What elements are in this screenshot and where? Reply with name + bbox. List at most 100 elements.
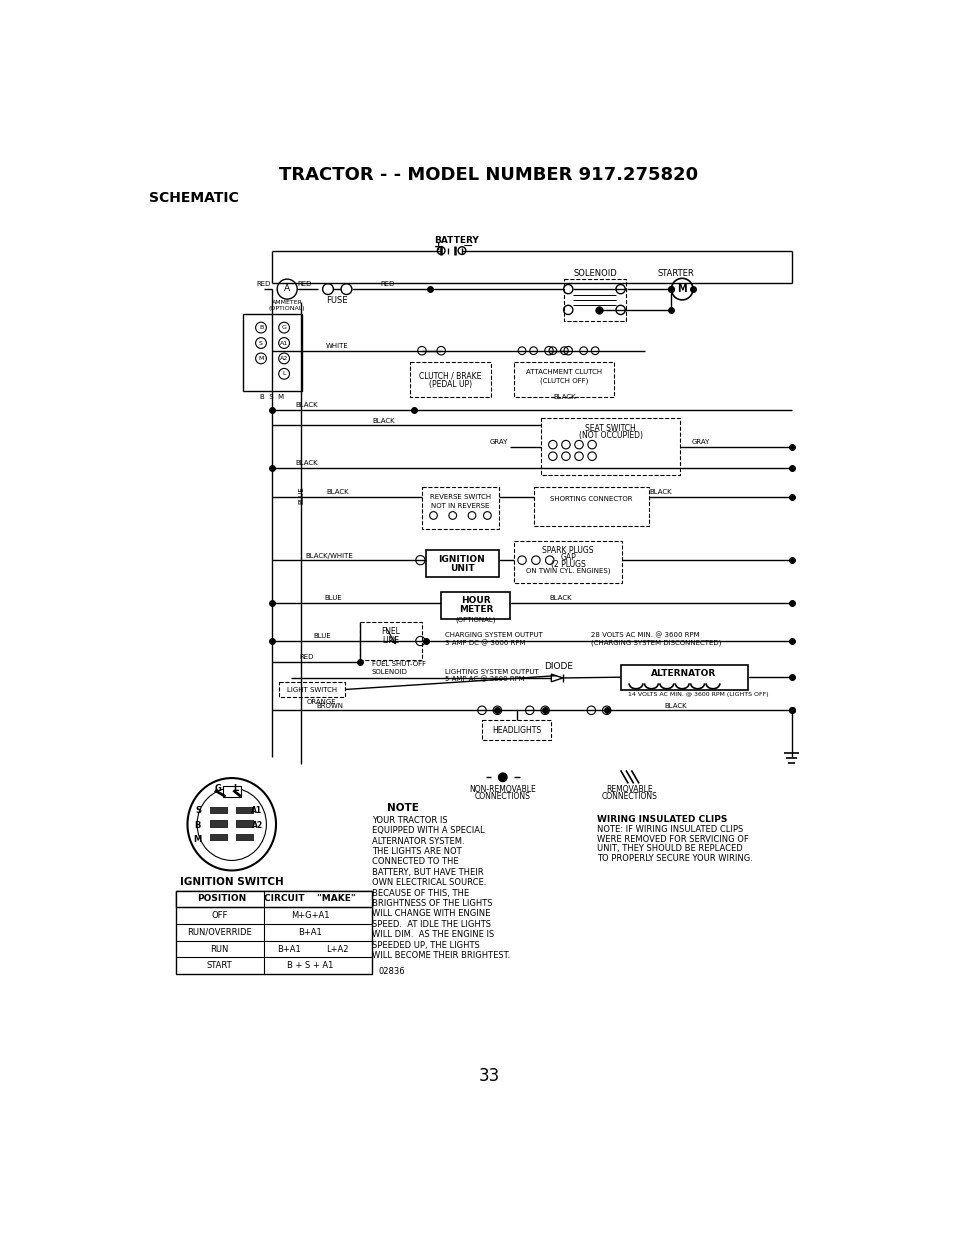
Text: RED: RED [299,655,314,661]
Text: WHITE: WHITE [326,343,348,350]
Text: BATTERY, BUT HAVE THEIR: BATTERY, BUT HAVE THEIR [372,868,483,877]
Text: B + S + A1: B + S + A1 [287,961,334,971]
Text: UNIT, THEY SHOULD BE REPLACED: UNIT, THEY SHOULD BE REPLACED [596,845,741,853]
Text: 28 VOLTS AC MIN. @ 3600 RPM: 28 VOLTS AC MIN. @ 3600 RPM [591,631,700,638]
Text: L: L [233,784,238,793]
Text: GRAY: GRAY [489,440,508,446]
Text: POSITION: POSITION [197,894,246,904]
Text: ORANGE: ORANGE [307,699,336,705]
Text: LINE: LINE [382,636,399,645]
Text: BLACK: BLACK [294,403,317,409]
Text: (PEDAL UP): (PEDAL UP) [429,380,472,389]
Text: YOUR TRACTOR IS: YOUR TRACTOR IS [372,816,447,825]
Bar [421,487,498,530]
Bar [425,550,498,577]
Text: CONNECTIONS: CONNECTIONS [475,792,530,802]
Text: BECAUSE OF THIS, THE: BECAUSE OF THIS, THE [372,889,469,898]
Text: AMMETER: AMMETER [272,300,302,305]
Text: STARTER: STARTER [657,269,694,278]
Text: SPEED.  AT IDLE THE LIGHTS: SPEED. AT IDLE THE LIGHTS [372,920,491,929]
Text: BRIGHTNESS OF THE LIGHTS: BRIGHTNESS OF THE LIGHTS [372,899,492,908]
Text: WILL DIM.  AS THE ENGINE IS: WILL DIM. AS THE ENGINE IS [372,930,494,940]
Text: FUSE: FUSE [326,296,348,305]
Text: BATTERY: BATTERY [434,236,478,245]
Text: B+A1: B+A1 [277,945,301,953]
Text: IGNITION: IGNITION [438,555,485,564]
Text: FUEL SHUT-OFF: FUEL SHUT-OFF [372,661,426,667]
Text: NOT IN REVERSE: NOT IN REVERSE [431,503,489,509]
Bar [175,892,372,974]
Text: NOTE: NOTE [386,803,418,813]
Text: LIGHT SWITCH: LIGHT SWITCH [287,687,336,693]
Text: RUN: RUN [210,945,229,953]
Text: CIRCUIT    "MAKE": CIRCUIT "MAKE" [264,894,355,904]
Text: B+A1: B+A1 [298,927,322,936]
Text: NOTE: IF WIRING INSULATED CLIPS: NOTE: IF WIRING INSULATED CLIPS [596,825,742,834]
Text: ALTERNATOR: ALTERNATOR [651,669,716,678]
Text: HEADLIGHTS: HEADLIGHTS [492,726,540,735]
Text: BLUE: BLUE [324,595,342,601]
Circle shape [498,773,506,782]
Bar [514,362,614,396]
Text: L: L [282,372,286,377]
Bar [410,362,491,396]
Text: WILL BECOME THEIR BRIGHTEST.: WILL BECOME THEIR BRIGHTEST. [372,951,510,960]
Text: BLACK: BLACK [664,703,686,709]
Bar [564,279,625,321]
Text: B: B [194,821,201,830]
Bar [210,820,227,826]
Text: M+G+A1: M+G+A1 [291,910,329,920]
Text: CHARGING SYSTEM OUTPUT: CHARGING SYSTEM OUTPUT [444,632,542,637]
Text: B: B [258,325,263,330]
Text: BLACK: BLACK [372,417,395,424]
Bar [540,417,679,475]
Bar [210,834,227,840]
Text: WILL CHANGE WITH ENGINE: WILL CHANGE WITH ENGINE [372,909,490,919]
Text: THE LIGHTS ARE NOT: THE LIGHTS ARE NOT [372,847,461,856]
Bar [481,720,551,740]
Text: ATTACHMENT CLUTCH: ATTACHMENT CLUTCH [526,369,601,375]
Text: A2: A2 [279,356,288,361]
Text: BROWN: BROWN [315,703,343,709]
Bar [236,820,253,826]
Text: M: M [258,356,263,361]
Text: (CHARGING SYSTEM DISCONNECTED): (CHARGING SYSTEM DISCONNECTED) [591,640,721,646]
Text: RED: RED [379,280,394,287]
Bar [222,785,241,797]
Bar [236,834,253,840]
Text: 5 AMP AC @ 3600 RPM: 5 AMP AC @ 3600 RPM [444,677,524,683]
Text: ON TWIN CYL. ENGINES): ON TWIN CYL. ENGINES) [525,568,610,574]
Text: BLACK: BLACK [553,394,575,400]
Text: OWN ELECTRICAL SOURCE.: OWN ELECTRICAL SOURCE. [372,878,486,887]
Bar [360,621,421,661]
Bar [236,808,253,814]
Text: DIODE: DIODE [544,662,573,671]
Text: ALTERNATOR SYSTEM.: ALTERNATOR SYSTEM. [372,836,464,846]
Text: EQUIPPED WITH A SPECIAL: EQUIPPED WITH A SPECIAL [372,826,484,835]
Text: GRAY: GRAY [691,440,709,446]
Text: GAP: GAP [559,552,576,562]
Text: TRACTOR - - MODEL NUMBER 917.275820: TRACTOR - - MODEL NUMBER 917.275820 [279,167,698,184]
Text: (NOT OCCUPIED): (NOT OCCUPIED) [578,431,642,440]
Text: WIRING INSULATED CLIPS: WIRING INSULATED CLIPS [596,815,726,824]
Text: A: A [284,284,290,293]
Text: CONNECTED TO THE: CONNECTED TO THE [372,857,458,867]
Text: SCHEMATIC: SCHEMATIC [149,191,238,205]
Text: (CLUTCH OFF): (CLUTCH OFF) [539,378,588,384]
Text: A2: A2 [252,821,262,830]
Text: SHORTING CONNECTOR: SHORTING CONNECTOR [550,495,632,501]
Text: REVERSE SWITCH: REVERSE SWITCH [430,494,491,500]
Bar [440,593,510,620]
Text: IGNITION SWITCH: IGNITION SWITCH [180,877,283,887]
Text: SPEEDED UP, THE LIGHTS: SPEEDED UP, THE LIGHTS [372,941,479,950]
Text: START: START [207,961,232,971]
Text: A1: A1 [280,341,288,346]
Text: G: G [214,784,221,793]
Text: SOLENOID: SOLENOID [372,669,407,674]
Text: S: S [259,341,263,346]
Text: −: − [462,241,473,253]
Text: BLUE: BLUE [313,634,331,640]
Text: BLUE: BLUE [297,485,304,504]
Text: L+A2: L+A2 [326,945,348,953]
Text: BLACK: BLACK [549,595,571,601]
